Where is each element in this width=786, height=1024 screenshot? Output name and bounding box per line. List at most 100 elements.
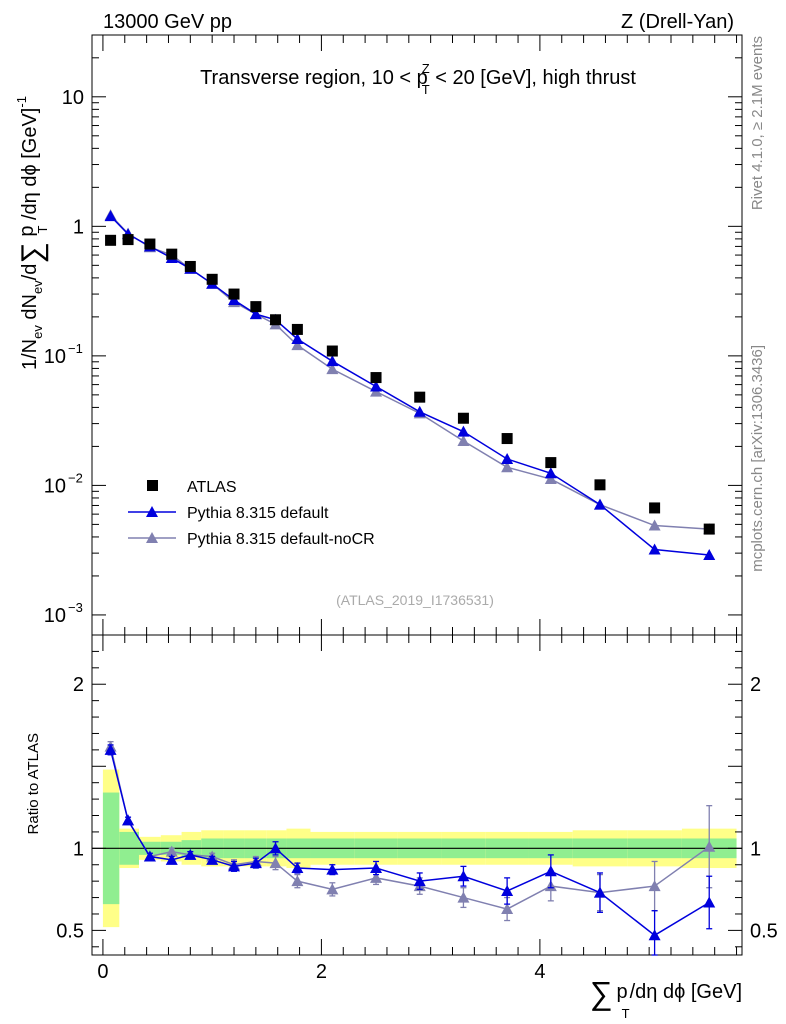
y-label-ev1: ev xyxy=(30,325,45,339)
plot-title: Transverse region, 10 < pZ T < 20 [GeV], … xyxy=(200,61,636,97)
mc-point xyxy=(326,363,339,375)
data-point xyxy=(414,391,426,403)
x-label-t: T xyxy=(622,1006,630,1021)
mc-point xyxy=(326,355,339,367)
ratio-point xyxy=(143,850,156,862)
ratio-panel-frame xyxy=(91,634,743,956)
mc-point xyxy=(593,498,606,510)
y-axis-label-main: 1/Nev dNev/d∑ pT /dη dϕ [GeV]-1 xyxy=(14,96,50,370)
mc-point xyxy=(413,405,426,417)
ratio-point xyxy=(501,885,514,896)
y-ratio-tick-label: 2 xyxy=(73,674,84,696)
mc-point xyxy=(457,435,470,447)
y-main-tick-label: 10 xyxy=(44,346,66,368)
title-post: < 20 [GeV], high thrust xyxy=(430,67,637,89)
mc-point xyxy=(291,332,304,344)
x-label-p: p xyxy=(617,981,628,1003)
ratio-point xyxy=(249,857,262,869)
y-main-tick-label: 10 xyxy=(62,87,84,109)
mc-point xyxy=(501,452,514,464)
ratio-point xyxy=(370,862,383,874)
y-label-exp: -1 xyxy=(14,96,29,108)
ratio-point xyxy=(413,875,426,887)
x-tick-label: 0 xyxy=(97,961,108,983)
ratio-point xyxy=(184,848,197,860)
ratio-point xyxy=(648,929,661,941)
data-point xyxy=(166,248,178,260)
y-label-1n: 1/N xyxy=(19,339,41,370)
data-point xyxy=(501,433,513,445)
ratio-point xyxy=(593,886,606,898)
data-point xyxy=(144,238,156,250)
process-label: Z (Drell-Yan) xyxy=(621,11,734,33)
x-label-sum: ∑ xyxy=(590,975,613,1011)
data-point xyxy=(594,479,606,491)
ratio-point xyxy=(501,903,514,915)
ratio-point xyxy=(228,860,241,872)
data-point xyxy=(370,372,382,384)
ratio-point xyxy=(370,871,383,883)
ratio-point xyxy=(703,840,716,852)
data-point xyxy=(457,412,469,424)
y-main-tick-exponent: −1 xyxy=(68,341,83,356)
data-point xyxy=(122,234,134,246)
ratio-point xyxy=(457,891,470,903)
legend-marker-nocr xyxy=(146,532,158,543)
y-main-tick-label: 1 xyxy=(73,216,84,238)
x-tick-label: 4 xyxy=(534,961,545,983)
y-main-tick-exponent: −3 xyxy=(68,600,83,615)
ratio-line xyxy=(109,746,710,910)
mc-point xyxy=(249,308,262,320)
y-label-ev2: ev xyxy=(30,280,45,294)
legend-label-atlas: ATLAS xyxy=(187,479,237,496)
mcplots-label: mcplots.cern.ch [arXiv:1306.3436] xyxy=(749,345,766,572)
data-point xyxy=(649,502,661,514)
y-label-t: T xyxy=(35,226,50,234)
ratio-point xyxy=(165,853,178,865)
x-label-rest: /dη dϕ [GeV] xyxy=(630,981,742,1003)
data-point xyxy=(184,260,196,272)
data-point xyxy=(228,288,240,300)
data-point xyxy=(545,457,557,469)
ratio-point xyxy=(206,853,219,865)
ratio-point xyxy=(326,883,339,895)
y-main-tick-label: 10 xyxy=(44,605,66,627)
y-ratio-tick-label-right: 1 xyxy=(750,838,761,860)
data-point xyxy=(270,314,282,326)
y-label-sum: ∑ xyxy=(16,242,49,263)
y-axis-label-ratio: Ratio to ATLAS xyxy=(25,733,42,834)
legend-label-nocr: Pythia 8.315 default-noCR xyxy=(187,531,375,548)
y-ratio-tick-label: 1 xyxy=(73,838,84,860)
x-tick-label: 2 xyxy=(316,961,327,983)
data-point xyxy=(250,301,262,313)
mc-point xyxy=(648,543,661,555)
data-point xyxy=(291,323,303,335)
ratio-uncertainty-bands xyxy=(92,769,742,928)
legend-marker-default xyxy=(146,506,158,517)
mc-point xyxy=(104,210,117,222)
ratio-point xyxy=(269,857,282,869)
y-label-rest: /dη dϕ [GeV] xyxy=(19,108,41,226)
analysis-reference: (ATLAS_2019_I1736531) xyxy=(336,592,494,608)
mc-point xyxy=(291,339,304,351)
ratio-point xyxy=(269,842,282,854)
x-axis-label: ∑ p T/dη dϕ [GeV] xyxy=(590,975,742,1021)
y-ratio-tick-label-right: 0.5 xyxy=(750,920,778,942)
mc-point xyxy=(457,425,470,437)
rivet-label: Rivet 4.1.0, ≥ 2.1M events xyxy=(749,36,766,210)
title-sub: T xyxy=(422,82,430,97)
title-pre: Transverse region, 10 < p xyxy=(200,67,428,89)
svg-text:1/Nev dNev/d∑ pT /dη dϕ [GeV]: 1/Nev dNev/d∑ pT /dη dϕ [GeV]-1 xyxy=(14,96,50,370)
ratio-point xyxy=(165,845,178,857)
mc-point xyxy=(501,461,514,473)
ratio-point xyxy=(291,862,304,874)
ratio-panel-data xyxy=(104,740,716,956)
legend-marker-atlas xyxy=(147,480,158,491)
data-point xyxy=(105,234,117,246)
y-label-p: p xyxy=(16,226,38,243)
ratio-point xyxy=(703,896,716,908)
ratio-point xyxy=(457,870,470,882)
mc-point xyxy=(544,467,557,479)
